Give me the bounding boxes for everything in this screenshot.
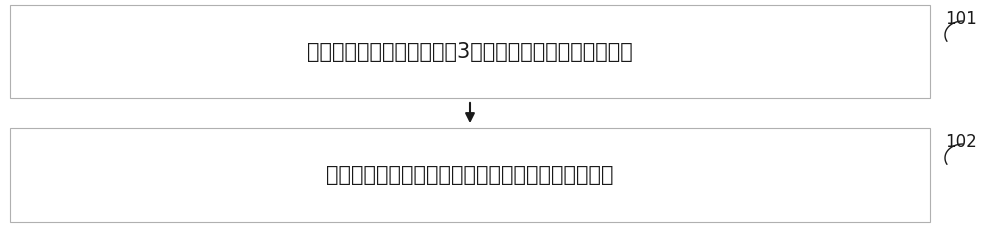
FancyBboxPatch shape	[10, 5, 930, 98]
Text: 混合信号由单路模数转换器3转换成数字信号送入微处理器: 混合信号由单路模数转换器3转换成数字信号送入微处理器	[307, 42, 633, 61]
FancyBboxPatch shape	[10, 128, 930, 222]
Text: 微处理器对数字信号进行处理，解调出各个被测信号: 微处理器对数字信号进行处理，解调出各个被测信号	[326, 165, 614, 185]
Text: 102: 102	[945, 133, 977, 151]
Text: 101: 101	[945, 10, 977, 28]
